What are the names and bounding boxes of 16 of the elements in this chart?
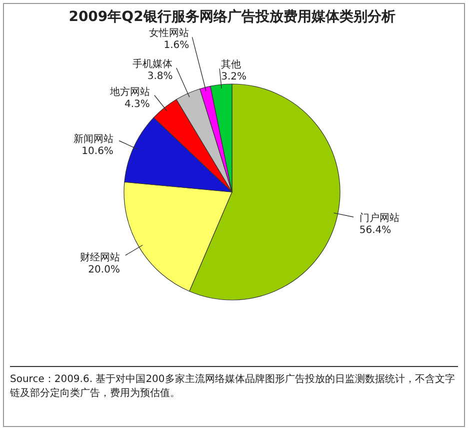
slice-label: 手机媒体 — [132, 58, 173, 70]
slice-label: 女性网站 — [149, 27, 190, 40]
slice-label: 地方网站 — [108, 86, 150, 98]
chart-title: 2009年Q2银行服务网络广告投放费用媒体类别分析 — [68, 8, 396, 26]
data-label: 3.2% — [221, 72, 247, 83]
data-label: 20.0% — [88, 264, 120, 276]
data-label: 10.6% — [82, 146, 114, 158]
slice-label: 新闻网站 — [73, 133, 114, 146]
slice-label: 其他 — [221, 58, 242, 71]
data-label: 1.6% — [164, 40, 190, 52]
source-note: Source：2009.6. 基于对中国200多家主流网络媒体品牌图形广告投放的日监测数据统计，不含文字链及部分定向类广告，费用为预估值。 — [10, 373, 456, 401]
data-label: 3.8% — [147, 71, 173, 82]
slice-label: 门户网站 — [359, 212, 400, 224]
data-label: 4.3% — [124, 99, 150, 110]
slice-label: 财经网站 — [80, 251, 120, 264]
data-label: 56.4% — [359, 224, 392, 236]
